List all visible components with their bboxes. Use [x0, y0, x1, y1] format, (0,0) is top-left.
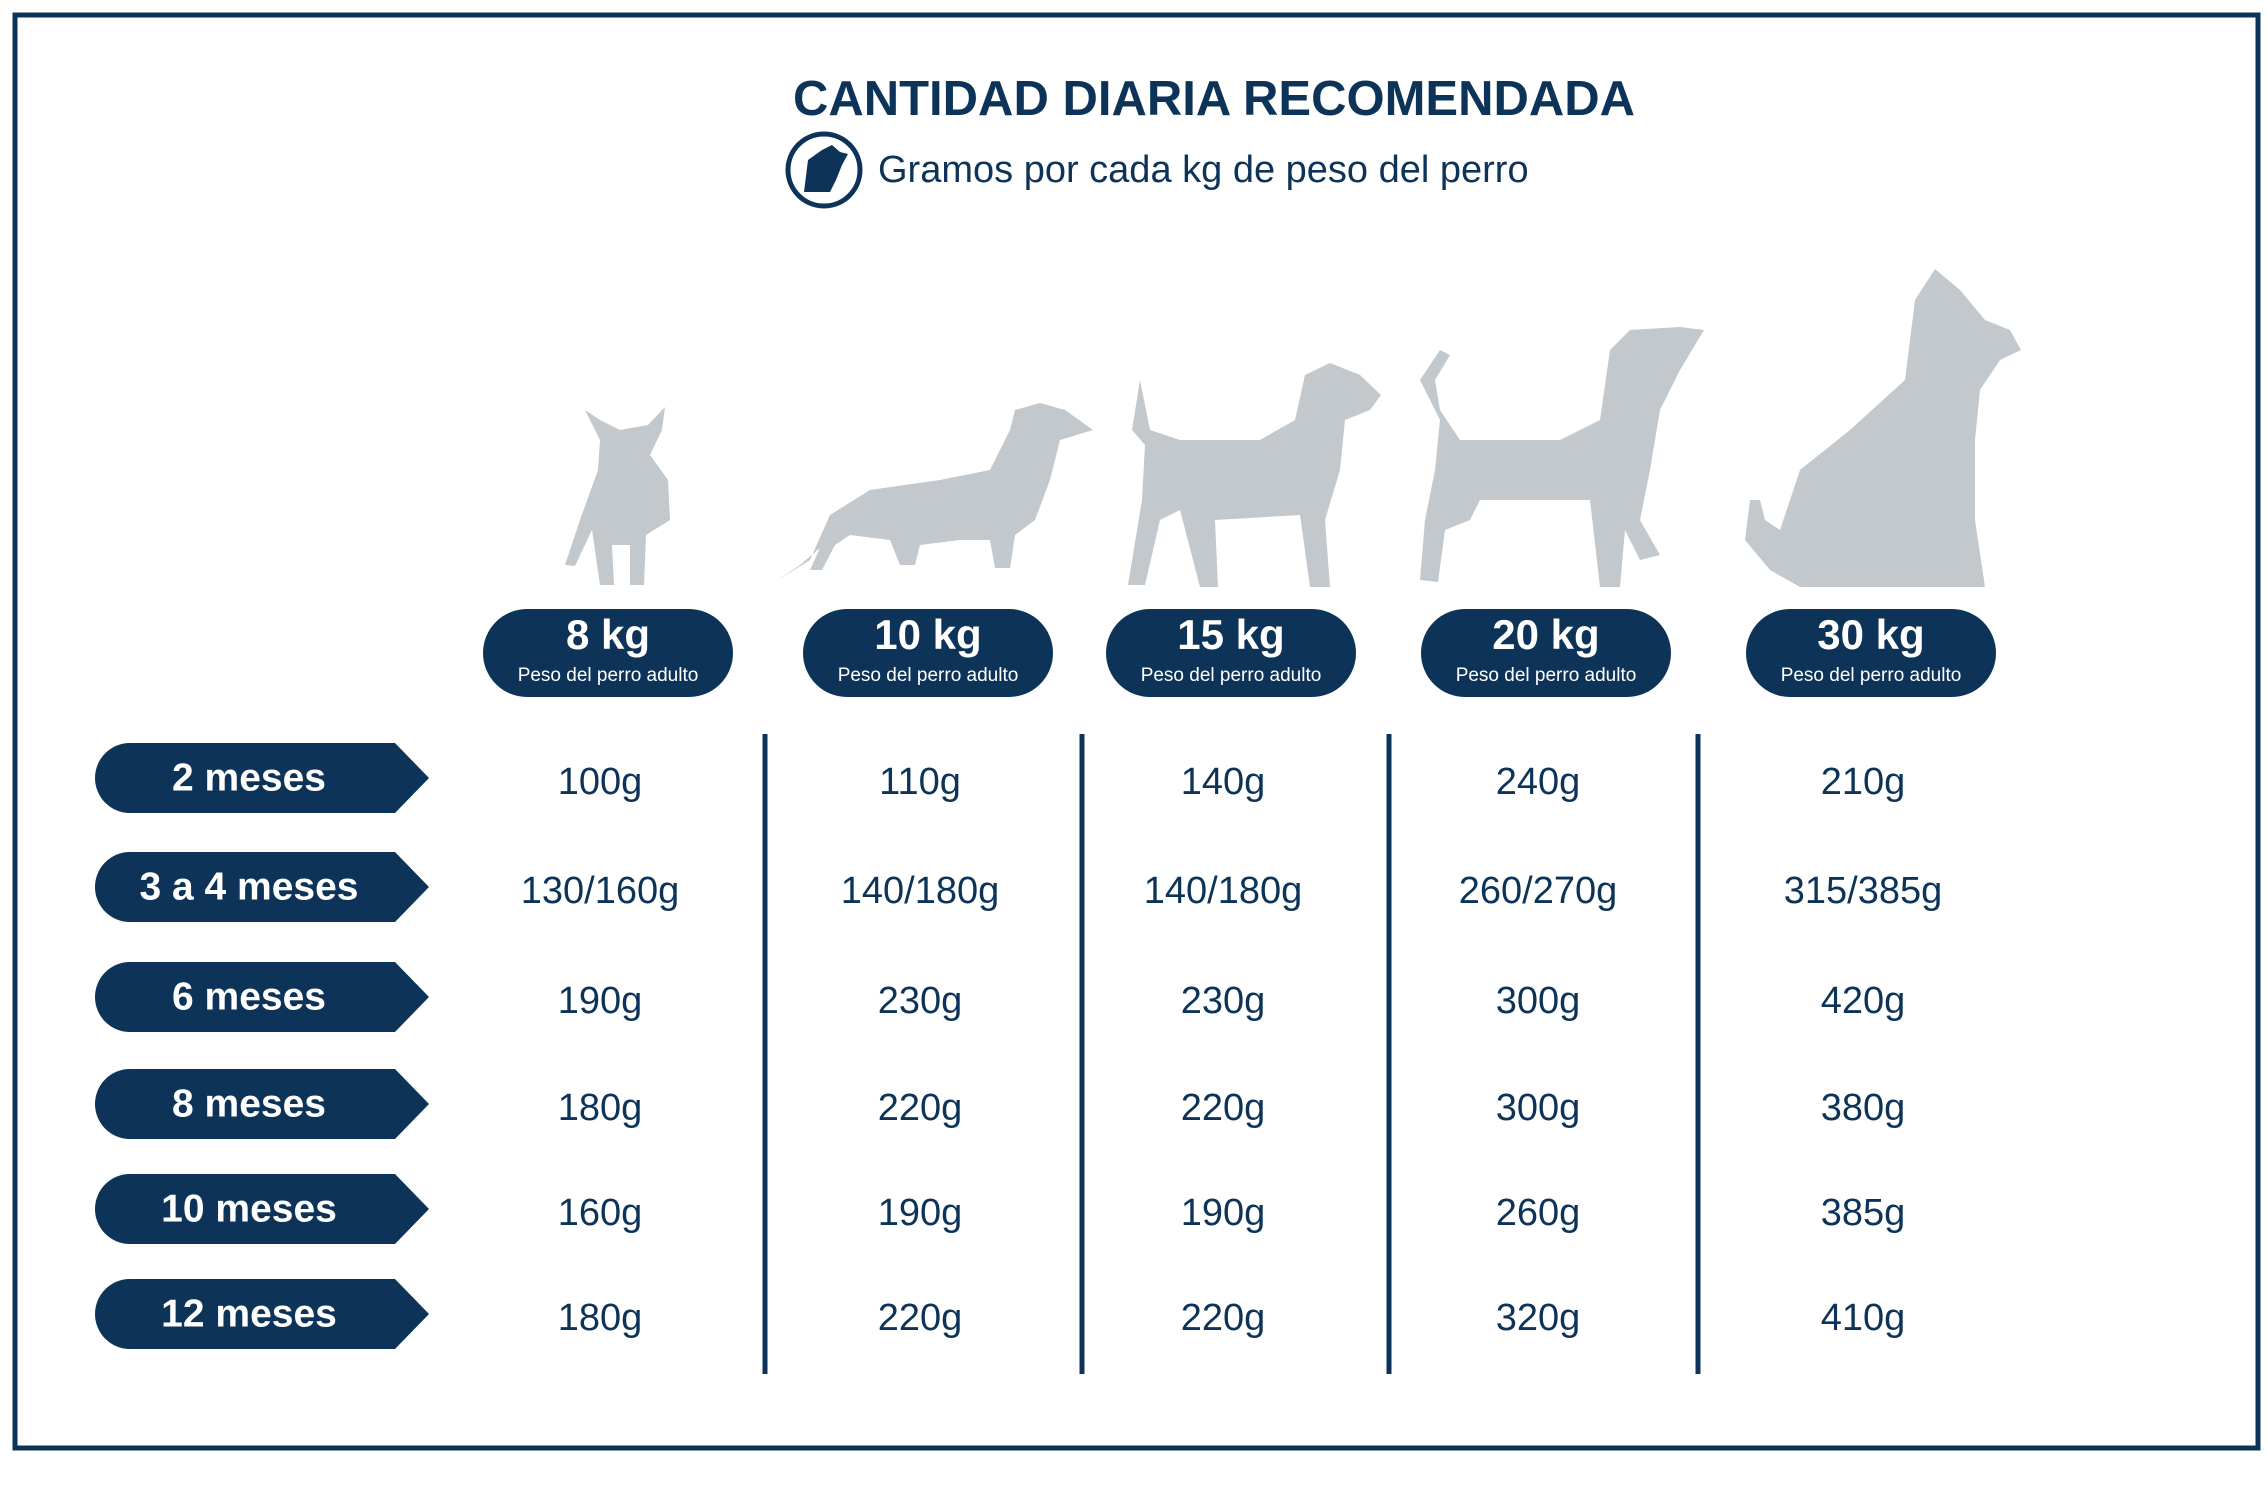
weight-caption: Peso del perro adulto: [1456, 665, 1637, 686]
title: CANTIDAD DIARIA RECOMENDADA: [793, 72, 1635, 126]
weight-pill: [483, 609, 733, 697]
amount: 190g: [878, 1192, 963, 1234]
amount: 180g: [558, 1297, 643, 1339]
weight-caption: Peso del perro adulto: [1781, 665, 1962, 686]
amount: 240g: [1496, 761, 1581, 803]
weight: 30 kg: [1817, 611, 1924, 658]
age-pill: [95, 1069, 429, 1139]
age: 8 meses: [172, 1082, 326, 1125]
amount: 140/180g: [841, 870, 1000, 912]
amount: 180g: [558, 1087, 643, 1129]
age-pill: [95, 1174, 429, 1244]
amount: 210g: [1821, 761, 1906, 803]
weight: 8 kg: [566, 611, 650, 658]
amount: 385g: [1821, 1192, 1906, 1234]
age-pill: [95, 743, 429, 813]
age-pill: [95, 962, 429, 1032]
amount: 300g: [1496, 1087, 1581, 1129]
weight-pill: [1106, 609, 1356, 697]
icon: [785, 131, 863, 209]
amount: 190g: [558, 980, 643, 1022]
weight: 15 kg: [1177, 611, 1284, 658]
amount: 230g: [878, 980, 963, 1022]
subtitle: Gramos por cada kg de peso del perro: [878, 149, 1529, 191]
weight-caption: Peso del perro adulto: [1141, 665, 1322, 686]
weight-caption: Peso del perro adulto: [518, 665, 699, 686]
weight-pill: [1746, 609, 1996, 697]
amount: 260g: [1496, 1192, 1581, 1234]
age: 6 meses: [172, 975, 326, 1018]
age-pill: [95, 852, 429, 922]
amount: 315/385g: [1784, 870, 1943, 912]
amount: 260/270g: [1459, 870, 1618, 912]
amount: 320g: [1496, 1297, 1581, 1339]
weight: 20 kg: [1492, 611, 1599, 658]
amount: 220g: [878, 1087, 963, 1129]
amount: 190g: [1181, 1192, 1266, 1234]
weight: 10 kg: [874, 611, 981, 658]
weight-caption: Peso del perro adulto: [838, 665, 1019, 686]
amount: 380g: [1821, 1087, 1906, 1129]
age: 3 a 4 meses: [139, 865, 358, 908]
amount: 230g: [1181, 980, 1266, 1022]
table: 8 kg Peso del perro adulto 10 kg Peso del p…: [95, 609, 1996, 1374]
amount: 300g: [1496, 980, 1581, 1022]
amount: 110g: [879, 761, 961, 803]
age-pill: [95, 1279, 429, 1349]
amount: 220g: [878, 1297, 963, 1339]
dog-silhouettes: [565, 269, 2021, 587]
amount: 130/160g: [521, 870, 680, 912]
amount: 220g: [1181, 1297, 1266, 1339]
amount: 160g: [558, 1192, 643, 1234]
amount: 220g: [1181, 1087, 1266, 1129]
age: 12 meses: [161, 1292, 337, 1335]
age: 10 meses: [161, 1187, 337, 1230]
amount: 420g: [1821, 980, 1906, 1022]
age: 2 meses: [172, 756, 326, 799]
amount: 100g: [558, 761, 643, 803]
amount: 410g: [1821, 1297, 1906, 1339]
amount: 140/180g: [1144, 870, 1303, 912]
weight-pill: [803, 609, 1053, 697]
amount: 140g: [1181, 761, 1266, 803]
weight-pill: [1421, 609, 1671, 697]
